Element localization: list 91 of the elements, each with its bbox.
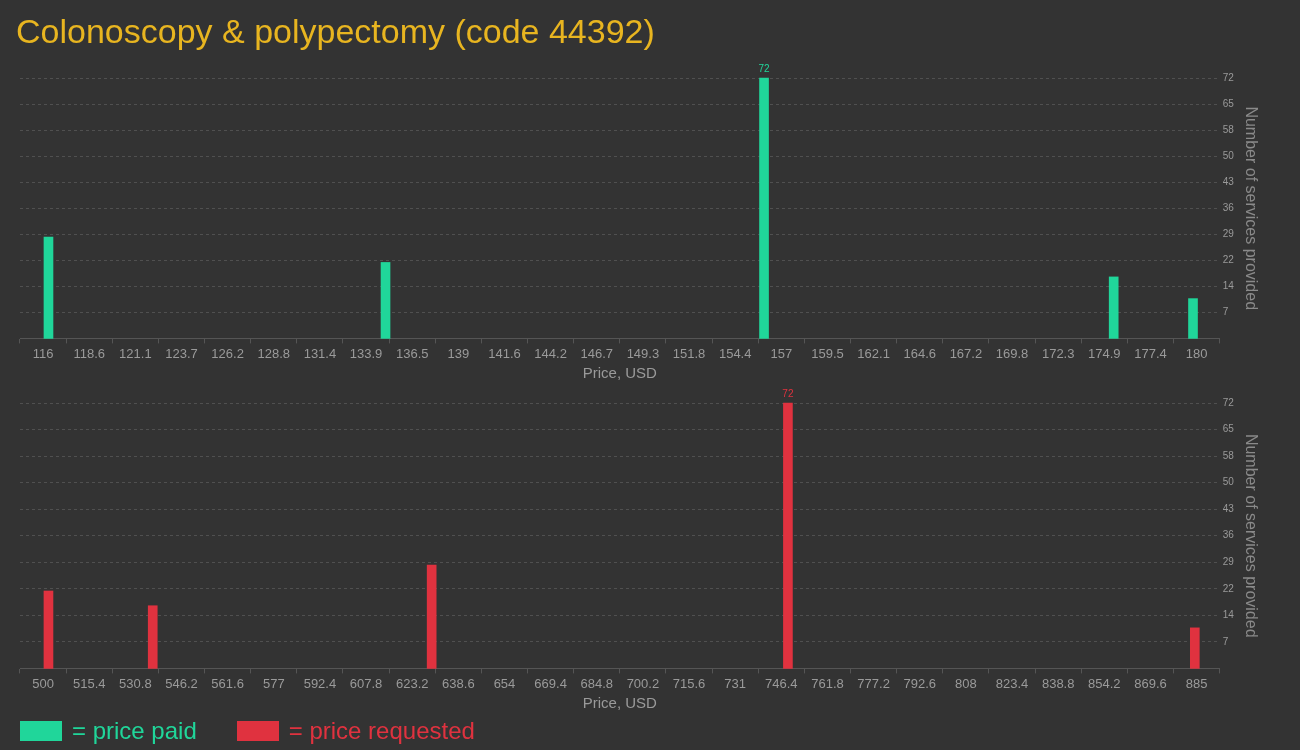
y-tick-label: 65 (1222, 97, 1235, 109)
bar (1189, 627, 1200, 669)
x-tick-label: 561.6 (211, 675, 244, 691)
y-axis-title: Number of services provided (1242, 106, 1260, 311)
x-tick-label: 154.4 (718, 345, 752, 361)
x-tick-label: 500 (32, 675, 54, 691)
x-tick-label: 123.7 (165, 345, 198, 361)
y-tick-label: 29 (1222, 227, 1235, 239)
x-tick-label: 144.2 (534, 345, 567, 361)
bar (783, 402, 793, 669)
y-tick-label: 58 (1222, 123, 1235, 135)
x-tick-label: 180 (1185, 345, 1208, 361)
bar (43, 236, 54, 339)
x-tick-label: 149.3 (626, 345, 660, 361)
x-tick-label: 116 (32, 345, 54, 361)
x-tick-label: 167.2 (949, 345, 983, 361)
bar (147, 605, 158, 669)
x-tick-label: 777.2 (857, 675, 890, 691)
y-tick-label: 7 (1222, 635, 1229, 647)
x-tick-label: 128.8 (257, 345, 291, 361)
x-tick-label: 700.2 (626, 675, 660, 691)
x-tick-label: 684.8 (580, 675, 614, 691)
x-tick-label: 869.6 (1134, 675, 1167, 691)
y-tick-label: 14 (1222, 609, 1235, 621)
bar (380, 262, 391, 339)
x-tick-label: 838.8 (1041, 675, 1075, 691)
y-tick-label: 29 (1222, 555, 1235, 567)
x-tick-label: 792.6 (903, 675, 937, 691)
y-tick-label: 43 (1222, 175, 1235, 187)
x-tick-label: 746.4 (765, 675, 798, 691)
data-label: 72 (782, 387, 794, 399)
y-tick-label: 72 (1222, 71, 1235, 83)
x-tick-label: 172.3 (1041, 345, 1075, 361)
y-tick-label: 65 (1222, 423, 1235, 435)
legend-label: = price requested (288, 717, 475, 745)
x-tick-label: 136.5 (395, 345, 429, 361)
bar (759, 77, 769, 339)
x-tick-label: 808 (955, 675, 977, 691)
bar (43, 590, 54, 669)
x-tick-label: 141.6 (488, 345, 521, 361)
y-tick-label: 36 (1222, 529, 1235, 541)
bar (426, 564, 437, 669)
y-tick-label: 22 (1222, 254, 1235, 266)
y-tick-label: 50 (1222, 149, 1235, 161)
x-tick-label: 607.8 (349, 675, 383, 691)
x-tick-label: 546.2 (165, 675, 198, 691)
x-tick-label: 623.2 (395, 675, 429, 691)
x-tick-label: 715.6 (672, 675, 706, 691)
y-axis-title: Number of services provided (1242, 433, 1260, 638)
x-tick-label: 164.6 (903, 345, 937, 361)
x-tick-label: 162.1 (857, 345, 890, 361)
legend-label: = price paid (72, 717, 197, 745)
y-tick-label: 72 (1222, 396, 1235, 408)
y-tick-label: 36 (1222, 201, 1235, 213)
chart-title: Colonoscopy & polypectomy (code 44392) (15, 11, 656, 52)
y-tick-label: 43 (1222, 502, 1235, 514)
x-tick-label: 854.2 (1088, 675, 1121, 691)
x-tick-label: 159.5 (811, 345, 844, 361)
x-tick-label: 638.6 (442, 675, 475, 691)
x-tick-label: 131.4 (303, 345, 337, 361)
x-tick-label: 761.8 (811, 675, 844, 691)
y-tick-label: 14 (1222, 280, 1235, 292)
x-tick-label: 169.8 (995, 345, 1029, 361)
x-axis-title: Price, USD (582, 364, 658, 382)
bar (1108, 276, 1119, 339)
y-tick-label: 22 (1222, 582, 1235, 594)
x-tick-label: 118.6 (73, 345, 105, 361)
x-tick-label: 885 (1185, 675, 1208, 691)
x-tick-label: 823.4 (995, 675, 1029, 691)
x-tick-label: 515.4 (72, 675, 106, 691)
y-tick-label: 50 (1222, 476, 1235, 488)
x-axis-title: Price, USD (582, 694, 658, 712)
x-tick-label: 139 (447, 345, 470, 361)
y-tick-label: 7 (1222, 306, 1229, 318)
x-tick-label: 592.4 (303, 675, 337, 691)
x-tick-label: 151.8 (672, 345, 706, 361)
x-tick-label: 146.7 (580, 345, 614, 361)
x-tick-label: 177.4 (1134, 345, 1167, 361)
x-tick-label: 174.9 (1088, 345, 1121, 361)
x-tick-label: 731 (724, 675, 747, 691)
x-tick-label: 126.2 (211, 345, 244, 361)
x-tick-label: 157 (770, 345, 793, 361)
x-tick-label: 121.1 (119, 345, 152, 361)
bar (1188, 298, 1198, 339)
y-tick-label: 58 (1222, 449, 1235, 461)
data-label: 72 (758, 62, 771, 74)
x-tick-label: 530.8 (119, 675, 152, 691)
x-tick-label: 669.4 (534, 675, 567, 691)
x-tick-label: 133.9 (349, 345, 383, 361)
x-tick-label: 654 (493, 675, 516, 691)
x-tick-label: 577 (262, 675, 285, 691)
